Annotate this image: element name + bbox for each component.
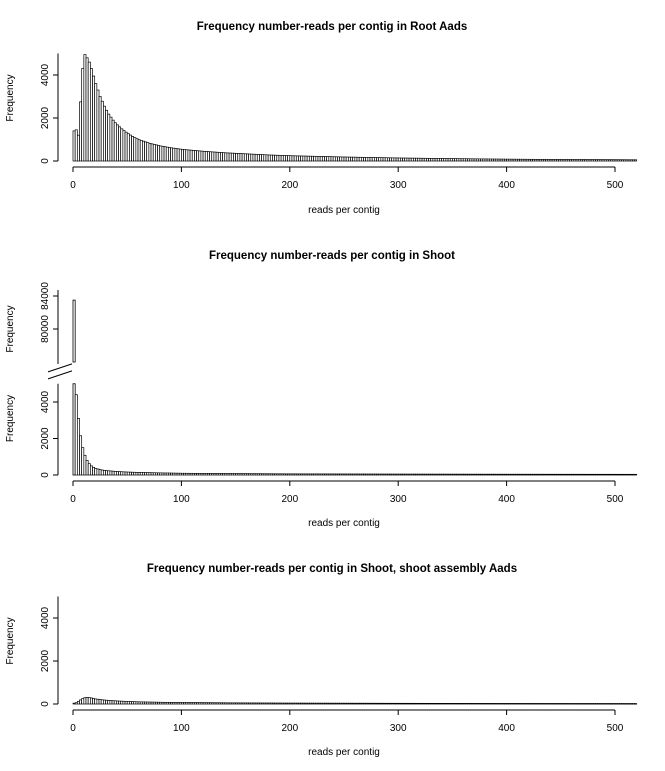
y-axis-label: Frequency	[5, 74, 16, 121]
chart-panel-2: Frequency number-reads per contig in Sho…	[5, 250, 638, 529]
y-tick-label: 84000	[40, 282, 51, 310]
y-tick-label: 80000	[40, 315, 51, 343]
x-tick-label: 100	[173, 494, 190, 505]
axis-break-mask	[48, 367, 78, 378]
x-tick-label: 200	[281, 723, 298, 734]
x-tick-label: 400	[498, 723, 515, 734]
histogram-bars	[72, 299, 638, 476]
histogram-bars	[72, 54, 638, 162]
histogram-bar	[634, 703, 638, 705]
y-tick-label: 0	[40, 158, 51, 164]
x-tick-label: 0	[70, 494, 76, 505]
x-tick-label: 500	[607, 723, 624, 734]
chart-title: Frequency number-reads per contig in Roo…	[197, 21, 468, 33]
x-axis-label: reads per contig	[308, 747, 380, 758]
x-tick-label: 400	[498, 180, 515, 191]
x-tick-label: 300	[390, 723, 407, 734]
x-tick-label: 300	[390, 180, 407, 191]
y-tick-label: 0	[40, 701, 51, 707]
x-tick-label: 300	[390, 494, 407, 505]
x-tick-label: 0	[70, 723, 76, 734]
y-tick-label: 2000	[40, 106, 51, 129]
y-axis-label: Frequency	[5, 395, 16, 442]
histogram-bar	[634, 159, 638, 162]
x-tick-label: 400	[498, 494, 515, 505]
x-tick-label: 0	[70, 180, 76, 191]
y-axis-label: Frequency	[5, 305, 16, 352]
x-tick-label: 200	[281, 494, 298, 505]
y-tick-label: 0	[40, 472, 51, 478]
y-tick-label: 2000	[40, 649, 51, 672]
x-axis-label: reads per contig	[308, 205, 380, 216]
axis-break-mark	[47, 370, 73, 380]
histogram-bar	[634, 473, 638, 476]
y-axis-label: Frequency	[5, 617, 16, 664]
axis-break-mark	[47, 363, 73, 373]
chart-title: Frequency number-reads per contig in Sho…	[209, 250, 455, 262]
y-tick-label: 4000	[40, 606, 51, 629]
chart-panel-3: Frequency number-reads per contig in Sho…	[5, 563, 638, 758]
x-tick-label: 100	[173, 180, 190, 191]
x-axis-label: reads per contig	[308, 518, 380, 529]
chart-title: Frequency number-reads per contig in Sho…	[147, 563, 517, 575]
x-tick-label: 500	[607, 494, 624, 505]
x-tick-label: 100	[173, 723, 190, 734]
chart-panel-1: Frequency number-reads per contig in Roo…	[5, 21, 638, 216]
x-tick-label: 500	[607, 180, 624, 191]
histogram-bar	[72, 299, 76, 363]
histogram-bars	[72, 696, 638, 705]
y-tick-label: 4000	[40, 63, 51, 86]
x-tick-label: 200	[281, 180, 298, 191]
y-tick-label: 4000	[40, 390, 51, 413]
y-tick-label: 2000	[40, 427, 51, 450]
